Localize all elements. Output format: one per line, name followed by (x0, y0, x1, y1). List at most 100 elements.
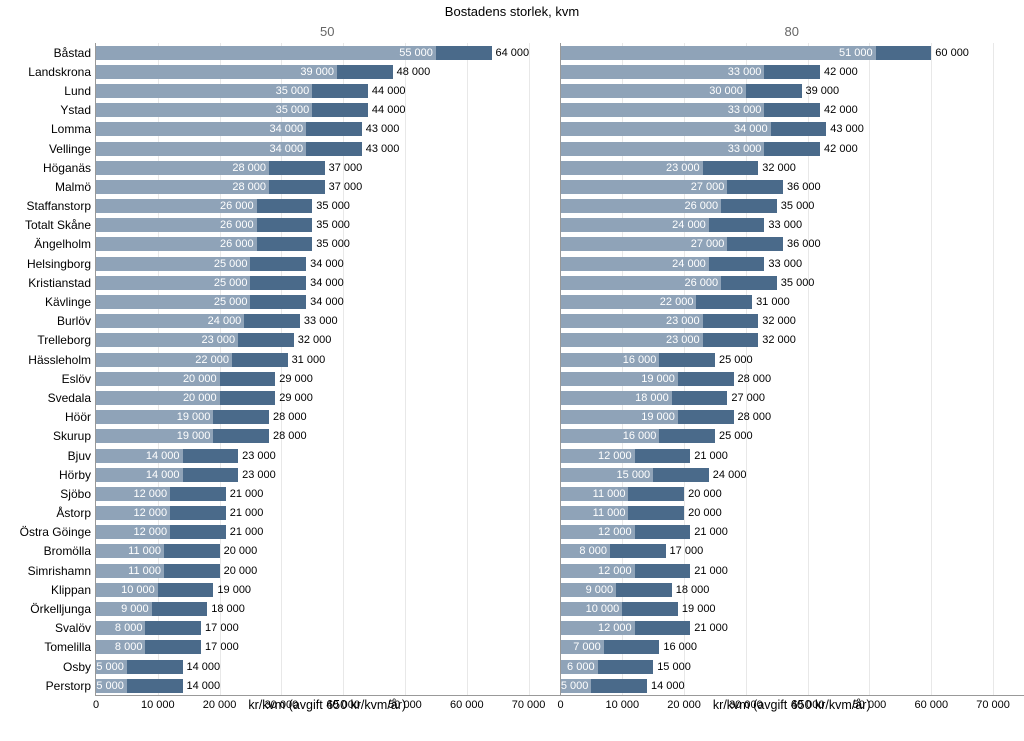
bar-segment-light: 8 000 (561, 544, 610, 558)
bar-inner-value-label: 28 000 (232, 162, 269, 174)
bar-segment-dark (746, 84, 802, 98)
bar-outer-value-label: 19 000 (217, 584, 251, 596)
bar-outer-value-label: 15 000 (657, 661, 691, 673)
bar-segment-dark (635, 525, 691, 539)
bar-inner-value-label: 19 000 (641, 373, 678, 385)
bar-segment-dark (721, 199, 777, 213)
x-tick-label: 0 (557, 699, 563, 711)
y-label: Lund (0, 81, 95, 100)
bar-segment-light: 55 000 (96, 46, 436, 60)
y-label: Höör (0, 408, 95, 427)
bar-inner-value-label: 11 000 (128, 565, 164, 577)
bar-outer-value-label: 25 000 (719, 430, 753, 442)
bar-segment-dark (727, 180, 783, 194)
bar-segment-dark (703, 314, 759, 328)
bar-segment-dark (764, 65, 820, 79)
bar-row: 16 00025 000 (561, 427, 1024, 446)
bar-segment-light: 33 000 (561, 65, 765, 79)
bar-outer-value-label: 34 000 (310, 258, 344, 270)
bar-row: 12 00021 000 (96, 523, 560, 542)
bar-segment-dark (771, 122, 827, 136)
x-tick-label: 10 000 (605, 699, 639, 711)
bar-outer-value-label: 21 000 (694, 526, 728, 538)
bar-segment-dark (250, 257, 306, 271)
bar-segment-dark (703, 161, 759, 175)
bar-segment-light: 12 000 (96, 525, 170, 539)
bar-inner-value-label: 23 000 (666, 162, 703, 174)
bar-outer-value-label: 21 000 (694, 450, 728, 462)
bar-segment-dark (764, 142, 820, 156)
x-tick-label: 40 000 (791, 699, 825, 711)
bar-inner-value-label: 23 000 (666, 334, 703, 346)
y-label: Totalt Skåne (0, 216, 95, 235)
bar-outer-value-label: 35 000 (316, 219, 350, 231)
bar-outer-value-label: 39 000 (806, 85, 840, 97)
bar-inner-value-label: 22 000 (660, 296, 697, 308)
bar-row: 25 000 34 000 (96, 254, 560, 273)
bar-inner-value-label: 12 000 (134, 526, 171, 538)
bar-inner-value-label: 11 000 (593, 488, 629, 500)
bar-row: 27 00036 000 (561, 177, 1024, 196)
bar-segment-dark (635, 621, 691, 635)
panel-title: 50 (95, 21, 560, 43)
bar-outer-value-label: 43 000 (366, 143, 400, 155)
x-tick-label: 20 000 (203, 699, 237, 711)
bar-outer-value-label: 31 000 (756, 296, 790, 308)
bars-group: 51 00060 00033 00042 00030 00039 00033 0… (561, 43, 1024, 695)
bar-row: 34 00043 000 (96, 120, 560, 139)
bar-inner-value-label: 51 000 (839, 47, 876, 59)
bar-segment-light: 24 000 (561, 218, 709, 232)
x-tick-label: 10 000 (141, 699, 175, 711)
bar-outer-value-label: 25 000 (719, 354, 753, 366)
bar-inner-value-label: 35 000 (276, 104, 313, 116)
bar-row: 12 00021 000 (561, 561, 1024, 580)
bar-outer-value-label: 35 000 (781, 200, 815, 212)
bar-outer-value-label: 14 000 (187, 680, 221, 692)
bar-segment-light: 8 000 (96, 640, 145, 654)
bar-row: 35 00044 000 (96, 81, 560, 100)
bar-segment-light: 9 000 (561, 583, 617, 597)
bar-segment-light: 26 000 (96, 237, 257, 251)
bar-segment-dark (183, 449, 239, 463)
bar-segment-dark (696, 295, 752, 309)
bar-outer-value-label: 37 000 (329, 181, 363, 193)
bar-segment-light: 26 000 (96, 199, 257, 213)
bar-row: 33 00042 000 (561, 139, 1024, 158)
bar-segment-light: 25 000 (96, 257, 250, 271)
bar-outer-value-label: 33 000 (768, 219, 802, 231)
bar-inner-value-label: 25 000 (214, 296, 251, 308)
bar-segment-dark (250, 276, 306, 290)
bar-outer-value-label: 20 000 (688, 488, 722, 500)
x-tick-label: 70 000 (976, 699, 1010, 711)
bar-segment-light: 10 000 (561, 602, 623, 616)
bar-segment-dark (244, 314, 300, 328)
bar-row: 26 00035 000 (561, 197, 1024, 216)
bar-segment-light: 22 000 (96, 353, 232, 367)
bar-segment-dark (170, 506, 226, 520)
bar-row: 18 00027 000 (561, 388, 1024, 407)
bar-inner-value-label: 26 000 (220, 200, 257, 212)
y-label: Kristianstad (0, 273, 95, 292)
y-label: Staffanstorp (0, 197, 95, 216)
bar-row: 9 00018 000 (561, 580, 1024, 599)
bar-row: 12 00021 000 (561, 619, 1024, 638)
bar-row: 24 00033 000 (561, 254, 1024, 273)
bar-segment-dark (721, 276, 777, 290)
bar-segment-light: 11 000 (561, 506, 629, 520)
bar-outer-value-label: 42 000 (824, 104, 858, 116)
plot-area: 55 00064 00039 00048 00035 00044 00035 0… (95, 43, 560, 696)
y-label: Burlöv (0, 312, 95, 331)
panel-80kvm: 8051 00060 00033 00042 00030 00039 00033… (560, 21, 1024, 721)
bar-segment-dark (622, 602, 678, 616)
bar-segment-dark (220, 391, 276, 405)
y-label: Höganäs (0, 158, 95, 177)
bar-inner-value-label: 9 000 (121, 603, 152, 615)
y-label: Svalöv (0, 619, 95, 638)
bar-segment-light: 10 000 (96, 583, 158, 597)
bar-segment-light: 11 000 (96, 544, 164, 558)
bar-segment-dark (269, 180, 325, 194)
y-label: Åstorp (0, 504, 95, 523)
bar-inner-value-label: 25 000 (214, 258, 251, 270)
bar-inner-value-label: 35 000 (276, 85, 313, 97)
x-tick-label: 40 000 (326, 699, 360, 711)
